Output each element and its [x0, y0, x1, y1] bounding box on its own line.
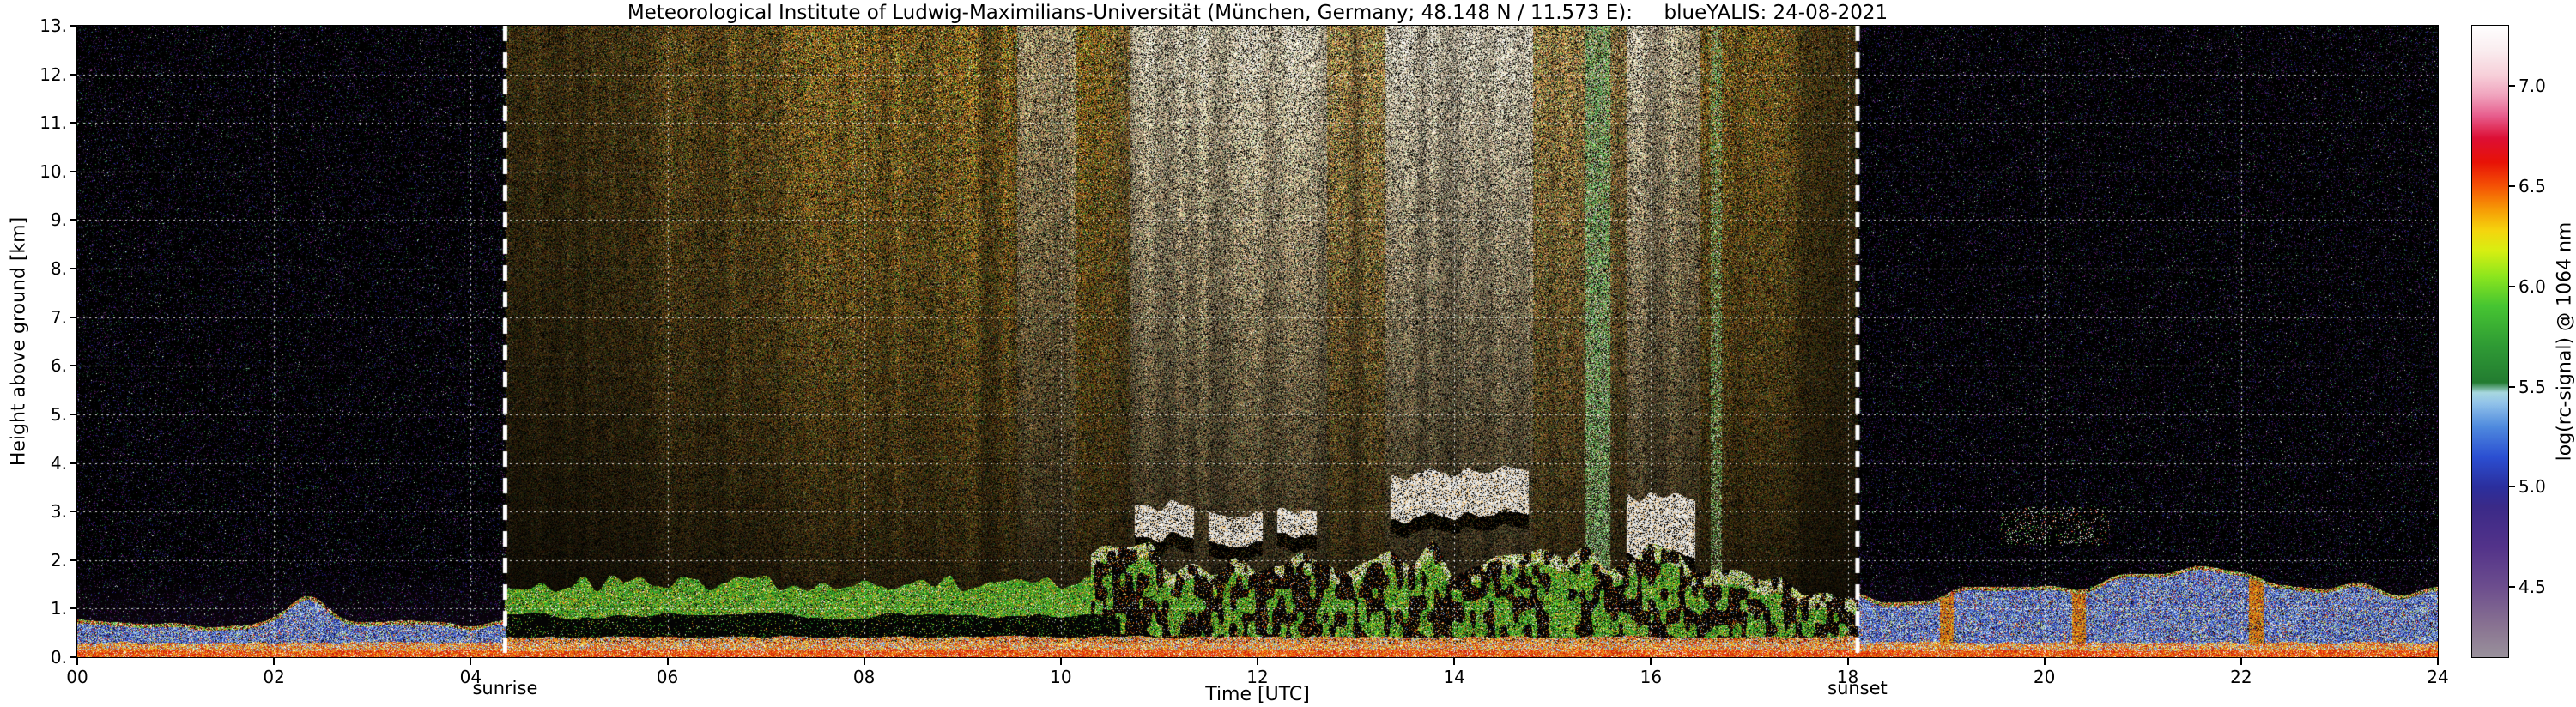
y-tick-label: 8. [50, 258, 67, 280]
colorbar-tick-label: 5.0 [2518, 476, 2546, 498]
x-tick-mark [2437, 658, 2439, 665]
colorbar-tick-mark [2509, 586, 2515, 589]
colorbar-gradient [2472, 26, 2508, 657]
x-tick-mark [2043, 658, 2046, 665]
colorbar-tick-label: 5.5 [2518, 376, 2546, 397]
sunrise-label: sunrise [472, 678, 538, 698]
y-tick-mark [70, 413, 76, 415]
y-tick-mark [70, 656, 76, 658]
y-tick-mark [70, 559, 76, 561]
y-tick-label: 11. [39, 112, 67, 134]
sunset-label: sunset [1827, 678, 1888, 698]
y-tick-label: 4. [50, 452, 67, 474]
y-tick-label: 12. [39, 63, 67, 85]
colorbar-label: log(rc-signal) @ 1064 nm [2554, 221, 2576, 462]
x-tick-mark [1453, 658, 1456, 665]
y-tick-mark [70, 170, 76, 172]
x-tick-label: 24 [2427, 667, 2449, 687]
y-tick-mark [70, 462, 76, 464]
colorbar [2471, 25, 2509, 658]
x-tick-label: 16 [1640, 667, 1663, 687]
y-axis-label: Height above ground [km] [8, 216, 30, 467]
x-tick-label: 00 [66, 667, 88, 687]
x-tick-label: 10 [1050, 667, 1072, 687]
x-tick-label: 22 [2230, 667, 2252, 687]
colorbar-tick-label: 6.0 [2518, 275, 2546, 297]
colorbar-tick-label: 7.0 [2518, 76, 2546, 97]
colorbar-tick-mark [2509, 285, 2515, 287]
y-tick-label: 3. [50, 501, 67, 523]
colorbar-tick-label: 4.5 [2518, 577, 2546, 598]
x-tick-mark [2240, 658, 2242, 665]
x-tick-label: 14 [1443, 667, 1465, 687]
chart-title: Meteorological Institute of Ludwig-Maxim… [627, 2, 1888, 24]
y-tick-label: 9. [50, 209, 67, 231]
y-tick-label: 5. [50, 403, 67, 425]
x-tick-mark [1650, 658, 1652, 665]
y-tick-label: 2. [50, 549, 67, 571]
colorbar-tick-mark [2509, 486, 2515, 488]
x-tick-mark [470, 658, 472, 665]
colorbar-tick-label: 6.5 [2518, 175, 2546, 196]
y-tick-mark [70, 73, 76, 76]
y-tick-label: 13. [39, 15, 67, 36]
x-tick-mark [76, 658, 78, 665]
y-tick-mark [70, 316, 76, 318]
y-tick-mark [70, 511, 76, 513]
x-tick-label: 12 [1246, 667, 1269, 687]
y-tick-mark [70, 607, 76, 610]
colorbar-tick-mark [2509, 184, 2515, 187]
y-tick-label: 10. [39, 160, 67, 182]
y-tick-mark [70, 25, 76, 27]
x-tick-label: 20 [2033, 667, 2056, 687]
y-tick-mark [70, 122, 76, 124]
colorbar-tick-mark [2509, 85, 2515, 88]
x-tick-label: 06 [656, 667, 679, 687]
x-tick-mark [273, 658, 276, 665]
x-tick-mark [1846, 658, 1849, 665]
y-tick-mark [70, 219, 76, 221]
y-tick-label: 0. [50, 647, 67, 668]
x-tick-mark [666, 658, 669, 665]
x-tick-mark [1257, 658, 1258, 665]
y-tick-label: 1. [50, 598, 67, 619]
y-tick-label: 7. [50, 306, 67, 328]
x-axis-label: Time [UTC] [1205, 684, 1310, 705]
x-tick-mark [1059, 658, 1062, 665]
x-tick-label: 04 [459, 667, 482, 687]
y-tick-label: 6. [50, 355, 67, 377]
heatmap-canvas [77, 26, 2438, 657]
x-tick-label: 02 [263, 667, 285, 687]
y-tick-mark [70, 365, 76, 367]
x-tick-label: 08 [852, 667, 876, 687]
x-tick-mark [863, 658, 865, 665]
plot-area [76, 25, 2439, 658]
colorbar-tick-mark [2509, 385, 2515, 388]
y-tick-mark [70, 268, 76, 270]
x-tick-label: 18 [1836, 667, 1859, 687]
